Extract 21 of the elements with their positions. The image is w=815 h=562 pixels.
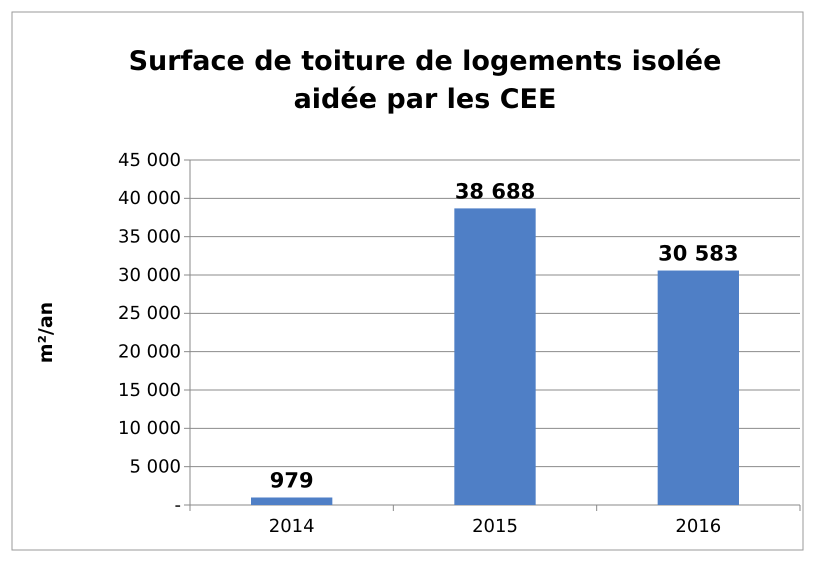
y-tick-label: 45 000 <box>118 150 181 171</box>
y-tick-label: 40 000 <box>118 188 181 210</box>
bar <box>454 208 536 505</box>
y-tick-label: 35 000 <box>118 226 181 248</box>
y-tick-label: 25 000 <box>118 303 181 324</box>
y-tick-label: 30 000 <box>118 264 181 286</box>
x-tick-label: 2015 <box>472 516 518 537</box>
data-label: 38 688 <box>454 179 536 204</box>
y-tick-label: - <box>174 494 181 516</box>
y-tick-label: 20 000 <box>118 341 181 362</box>
chart-title: Surface de toiture de logements isolée aidée par les CEE <box>128 46 722 115</box>
y-axis-title: m²/an <box>35 302 57 364</box>
y-tick-label: 10 000 <box>118 418 181 440</box>
y-tick-label: 15 000 <box>118 380 181 401</box>
data-label: 979 <box>270 468 314 492</box>
x-tick-label: 2014 <box>268 516 315 537</box>
y-tick-label: 5 000 <box>129 456 181 478</box>
bar <box>251 497 332 505</box>
x-tick-label: 2016 <box>675 516 722 537</box>
bar <box>658 270 739 505</box>
data-label: 30 583 <box>658 242 739 266</box>
